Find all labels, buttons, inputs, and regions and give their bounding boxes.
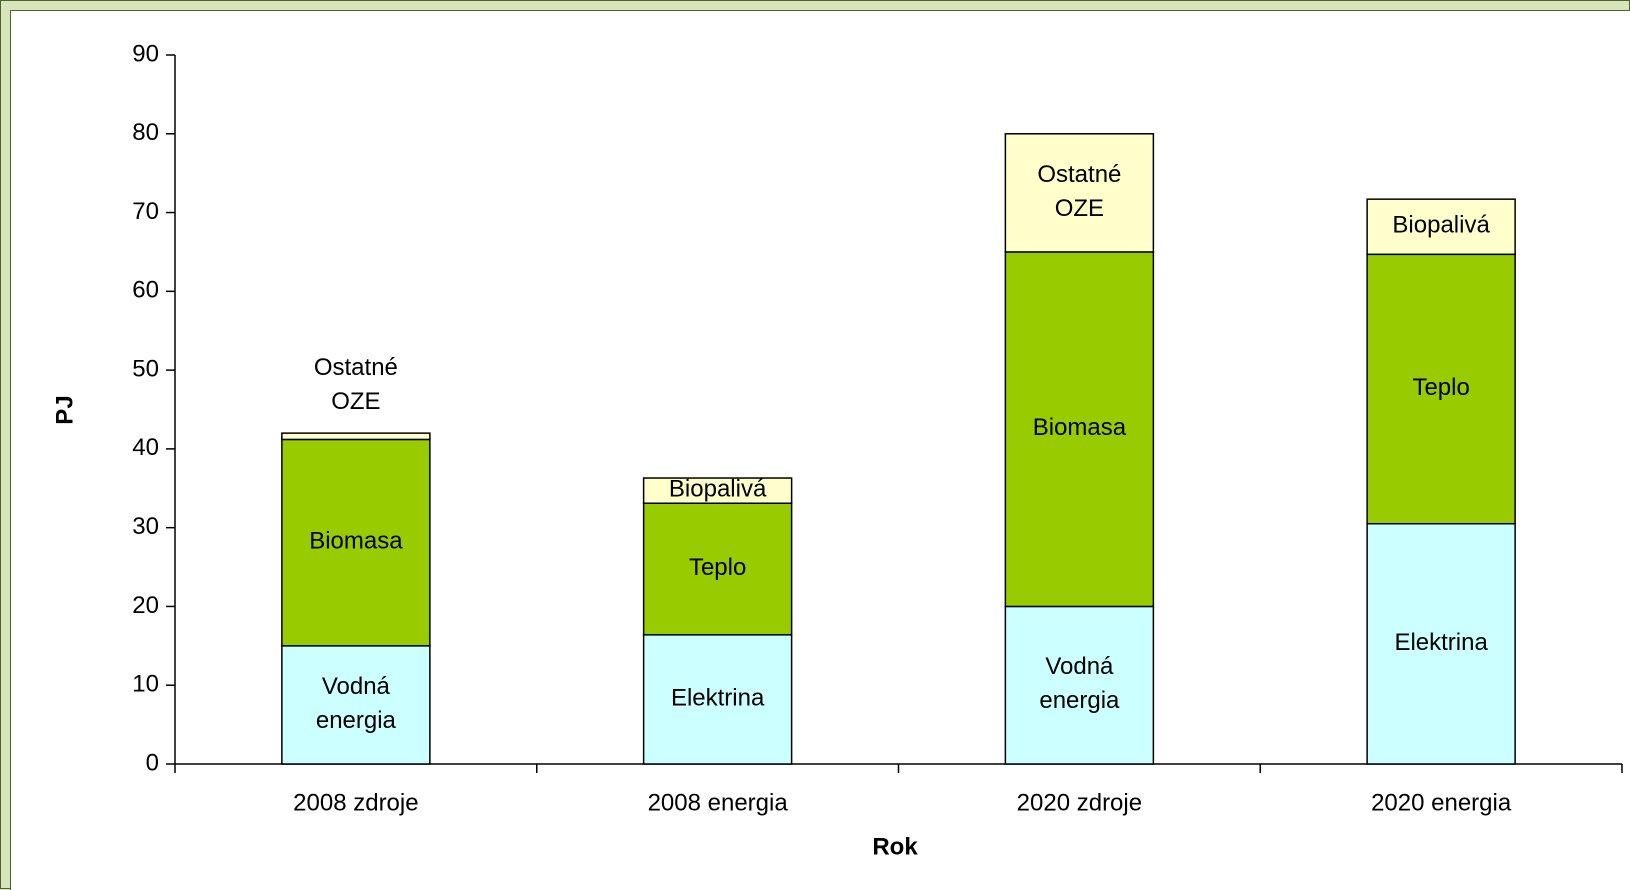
segment-label: Elektrina xyxy=(1394,629,1488,656)
segment-label-line: Vodná xyxy=(1045,654,1114,681)
x-tick-label: 2008 zdroje xyxy=(293,789,418,816)
segment-label-line: energia xyxy=(316,707,397,734)
y-tick-label: 50 xyxy=(132,355,159,382)
segment-label-line: Elektrina xyxy=(1394,629,1488,656)
bar-segment xyxy=(281,432,431,441)
chart-panel xyxy=(10,10,1630,890)
segment-label-line: OZE xyxy=(1055,195,1104,222)
y-tick-label: 10 xyxy=(132,671,159,698)
y-tick-label: 60 xyxy=(132,277,159,304)
bar-segment xyxy=(1004,605,1155,765)
bar-segment xyxy=(642,634,793,765)
bar-segment xyxy=(1366,522,1516,765)
segment-label-line: Biopalivá xyxy=(1392,212,1490,239)
segment-label: Vodná energia xyxy=(1039,654,1120,715)
segment-label: Teplo xyxy=(1412,374,1469,401)
y-tick-label: 0 xyxy=(146,749,159,776)
bar-segment xyxy=(1366,253,1516,525)
x-tick-label: 2020 energia xyxy=(1371,789,1512,816)
segment-label-line: energia xyxy=(1039,688,1120,715)
y-tick-label: 30 xyxy=(132,513,159,540)
segment-label-line: Elektrina xyxy=(671,685,765,712)
y-tick-label: 80 xyxy=(132,119,159,146)
bar-segment xyxy=(1366,198,1516,256)
segment-label-line: Ostatné xyxy=(1037,161,1121,188)
x-axis-title: Rok xyxy=(872,833,918,860)
segment-label: Teplo xyxy=(689,554,746,581)
segment-label-line: Biomasa xyxy=(1033,415,1127,442)
y-tick-label: 70 xyxy=(132,198,159,225)
x-tick-label: 2008 energia xyxy=(648,789,789,816)
segment-label: Ostatné OZE xyxy=(1037,161,1121,222)
bar-segment xyxy=(642,502,793,636)
segment-label-line: OZE xyxy=(331,388,380,415)
segment-label-line: Teplo xyxy=(1412,374,1469,401)
y-tick-label: 40 xyxy=(132,434,159,461)
segment-label: Biopalivá xyxy=(1392,212,1490,239)
segment-label-line: Vodná xyxy=(322,673,391,700)
bar-segment xyxy=(1004,251,1155,608)
y-tick-label: 20 xyxy=(132,592,159,619)
segment-label: Vodná energia xyxy=(316,673,397,734)
segment-label: Biopalivá xyxy=(669,476,767,503)
bar-segment xyxy=(281,438,431,647)
bar-segment xyxy=(1004,133,1155,253)
segment-label: Ostatné OZE xyxy=(314,354,398,415)
segment-label-line: Teplo xyxy=(689,554,746,581)
segment-label-line: Biopalivá xyxy=(669,476,767,503)
segment-label-line: Ostatné xyxy=(314,354,398,381)
bar-segment xyxy=(281,645,431,765)
bar-segment xyxy=(642,477,793,504)
x-tick-label: 2020 zdroje xyxy=(1017,789,1142,816)
segment-label: Elektrina xyxy=(671,685,765,712)
segment-label: Biomasa xyxy=(1033,415,1127,442)
y-axis-title: PJ xyxy=(51,395,78,424)
segment-label-line: Biomasa xyxy=(309,528,403,555)
y-tick-label: 90 xyxy=(132,40,159,67)
segment-label: Biomasa xyxy=(309,528,403,555)
